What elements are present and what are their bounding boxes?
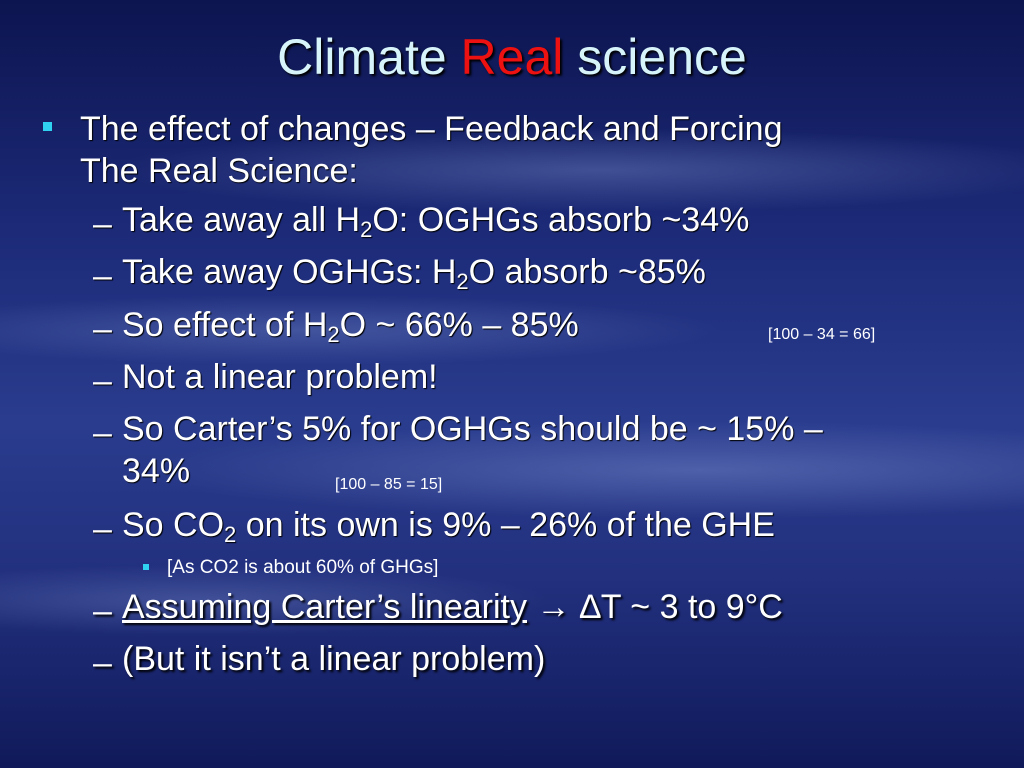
title-text: Climate	[277, 29, 447, 85]
text: So CO	[122, 506, 225, 544]
text: O absorb ~85%	[468, 253, 706, 291]
item-text: So CO2 on its own is 9% – 26% of the GHE	[122, 502, 775, 558]
bullet-icon	[43, 122, 52, 131]
text: O: OGHGs absorb ~34%	[372, 201, 750, 239]
slide-title: Climate Real science	[0, 28, 1024, 86]
text: Take away all H	[122, 201, 361, 239]
subscript: 2	[360, 217, 373, 242]
note: [100 – 34 = 66]	[768, 326, 876, 343]
dash: –	[93, 310, 112, 348]
item-text: So effect of H2O ~ 66% – 85%	[122, 302, 579, 358]
text: → ∆T ~ 3 to 9°C	[527, 588, 783, 626]
sub-bullet-icon	[143, 564, 149, 570]
item-text: 34%	[122, 452, 191, 490]
dash: –	[93, 510, 112, 548]
note: [100 – 85 = 15]	[335, 476, 443, 493]
bullet-line: The Real Science:	[80, 152, 358, 190]
dash: –	[93, 414, 112, 452]
subscript: 2	[327, 322, 340, 347]
item-text: (But it isn’t a linear problem)	[122, 640, 546, 678]
dash: –	[93, 205, 112, 243]
text: Take away OGHGs: H	[122, 253, 457, 291]
subscript: 2	[224, 522, 237, 547]
text: O ~ 66% – 85%	[339, 306, 579, 344]
title-highlight: Real	[460, 29, 564, 85]
item-text: Take away OGHGs: H2O absorb ~85%	[122, 249, 706, 305]
item-text: Not a linear problem!	[122, 358, 438, 396]
dash: –	[93, 257, 112, 295]
item-text: Take away all H2O: OGHGs absorb ~34%	[122, 197, 749, 253]
dash: –	[93, 362, 112, 400]
bullet-line: The effect of changes – Feedback and For…	[80, 110, 783, 148]
text: on its own is 9% – 26% of the GHE	[236, 506, 775, 544]
dash: –	[93, 644, 112, 682]
title-text: science	[577, 29, 747, 85]
underlined-text: Assuming Carter’s linearity	[122, 588, 527, 626]
text: So effect of H	[122, 306, 328, 344]
sub-bullet: [As CO2 is about 60% of GHGs]	[167, 557, 439, 578]
item-text: So Carter’s 5% for OGHGs should be ~ 15%…	[122, 410, 823, 448]
item-text: Assuming Carter’s linearity → ∆T ~ 3 to …	[122, 584, 783, 630]
dash: –	[93, 592, 112, 630]
subscript: 2	[456, 269, 469, 294]
